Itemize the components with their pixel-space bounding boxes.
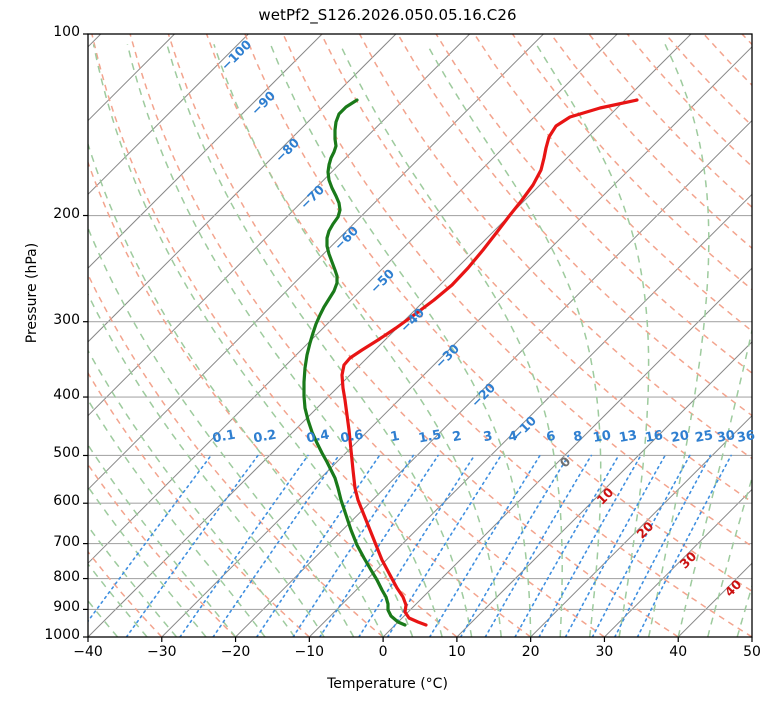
x-tick-label: 50 bbox=[743, 644, 761, 660]
y-tick-label: 700 bbox=[53, 533, 80, 550]
x-tick-label: 30 bbox=[595, 644, 614, 660]
y-tick-label: 1000 bbox=[44, 627, 80, 643]
y-tick-label: 500 bbox=[53, 445, 80, 462]
y-tick-label: 200 bbox=[53, 205, 80, 222]
x-tick-label: −20 bbox=[220, 644, 251, 660]
y-tick-label: 800 bbox=[53, 568, 80, 585]
y-tick-label: 100 bbox=[53, 24, 80, 40]
x-tick-label: 10 bbox=[447, 644, 466, 660]
grid-label: 30 bbox=[715, 428, 737, 446]
y-tick-label: 600 bbox=[53, 493, 80, 510]
y-tick-label: 300 bbox=[53, 311, 80, 328]
x-tick-label: 0 bbox=[378, 644, 388, 660]
x-tick-label: 40 bbox=[669, 644, 688, 660]
series-dewpoint bbox=[302, 98, 407, 627]
x-tick-label: −30 bbox=[146, 644, 177, 660]
grid-label: 13 bbox=[617, 428, 639, 446]
grid-label: 10 bbox=[591, 428, 613, 446]
grid-label: 36 bbox=[735, 428, 757, 446]
x-tick-label: 20 bbox=[521, 644, 540, 660]
y-tick-label: 900 bbox=[53, 599, 80, 616]
page-title: wetPf2_S126.2026.050.05.16.C26 bbox=[258, 6, 517, 24]
x-tick-label: −40 bbox=[73, 644, 103, 660]
x-axis-label: Temperature (°C) bbox=[327, 676, 448, 692]
grid-label: 20 bbox=[669, 428, 691, 446]
y-tick-label: 400 bbox=[53, 387, 80, 404]
x-tick-label: −10 bbox=[294, 644, 325, 660]
grid-label: 25 bbox=[693, 428, 715, 446]
series-temperature bbox=[340, 98, 639, 627]
grid-label: 16 bbox=[643, 428, 665, 446]
